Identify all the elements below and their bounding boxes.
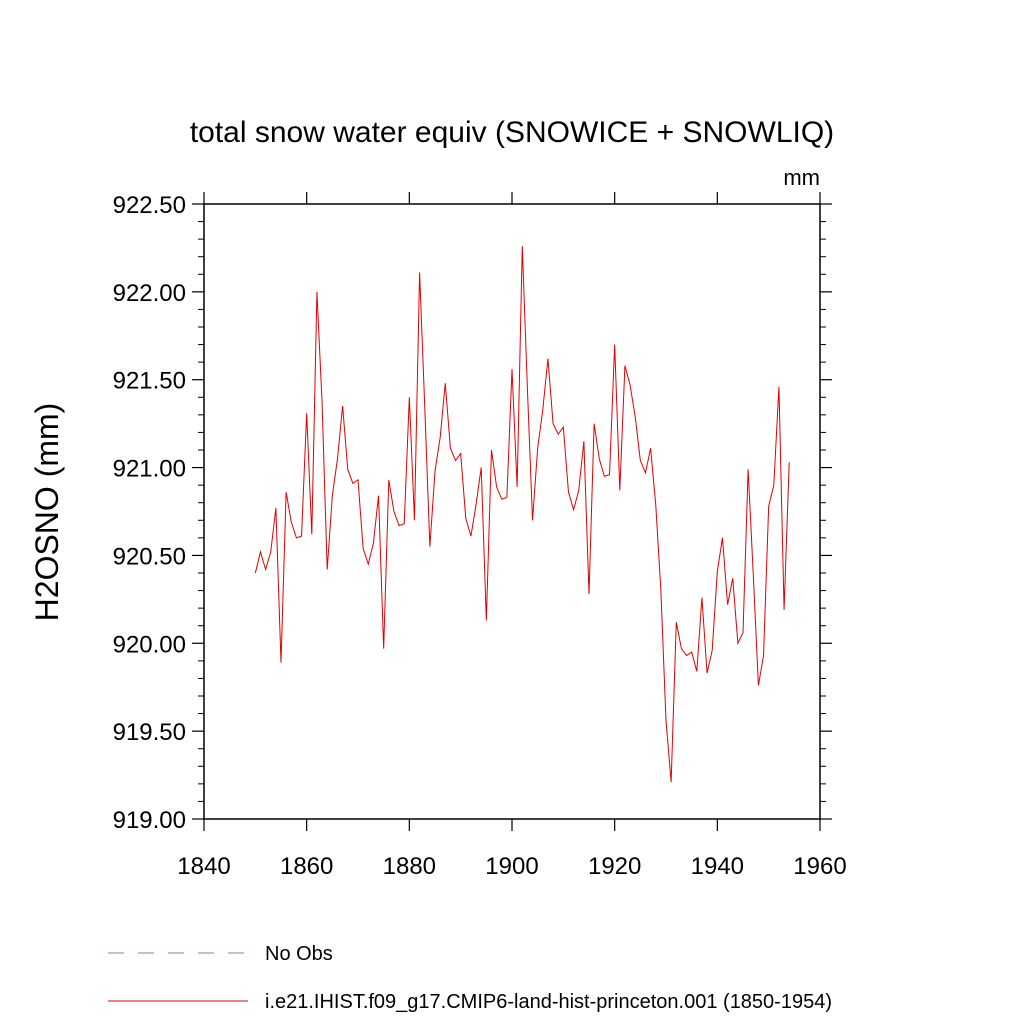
chart-title: total snow water equiv (SNOWICE + SNOWLI… <box>190 116 834 149</box>
legend: No Obs i.e21.IHIST.f09_g17.CMIP6-land-his… <box>108 943 832 1013</box>
y-tick-label: 919.50 <box>113 719 186 746</box>
y-tick-label: 920.50 <box>113 543 186 570</box>
y-tick-label: 920.00 <box>113 631 186 658</box>
axis-ticks: 919.00 919.50 920.00 920.50 921.00 921.50 922.… <box>113 192 847 880</box>
y-tick-label: 921.00 <box>113 456 186 483</box>
x-tick-label: 1880 <box>383 853 436 880</box>
legend-label: No Obs <box>265 943 333 965</box>
x-tick-label: 1920 <box>588 853 641 880</box>
y-tick-label: 922.00 <box>113 280 186 307</box>
x-tick-label: 1960 <box>793 853 846 880</box>
x-tick-label: 1900 <box>485 853 538 880</box>
x-tick-label: 1860 <box>280 853 333 880</box>
y-tick-label: 919.00 <box>113 807 186 834</box>
x-tick-label: 1840 <box>177 853 230 880</box>
series-line-1 <box>254 246 790 783</box>
plot-frame <box>203 203 821 820</box>
y-tick-label: 922.50 <box>113 192 186 219</box>
units-label: mm <box>783 165 820 190</box>
series-layer <box>254 246 790 783</box>
x-tick-label: 1940 <box>691 853 744 880</box>
legend-label: i.e21.IHIST.f09_g17.CMIP6-land-hist-prin… <box>265 991 832 1013</box>
y-tick-label: 921.50 <box>113 368 186 395</box>
y-axis-label: H2OSNO (mm) <box>29 403 65 622</box>
